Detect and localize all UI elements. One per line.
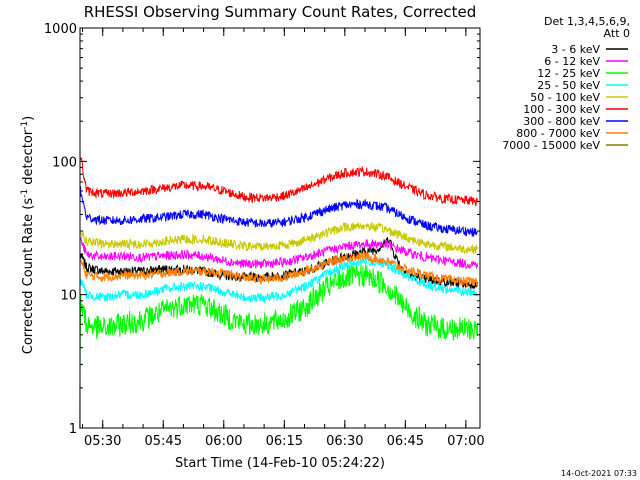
series-line-50-100-kev bbox=[80, 221, 479, 255]
y-tick-label: 1000 bbox=[44, 22, 77, 37]
y-axis-label-end: ) bbox=[21, 116, 36, 121]
chart-title: RHESSI Observing Summary Count Rates, Co… bbox=[84, 3, 477, 21]
series-line-25-50-kev bbox=[80, 256, 479, 304]
legend-label: 3 - 6 keV bbox=[551, 43, 600, 56]
y-axis-label-mid: detector bbox=[21, 129, 36, 189]
legend-label: 6 - 12 keV bbox=[544, 55, 600, 68]
y-axis-label-sup2: -1 bbox=[20, 121, 30, 130]
x-axis-label: Start Time (14-Feb-10 05:24:22) bbox=[175, 456, 385, 471]
x-tick-label: 05:45 bbox=[145, 434, 182, 449]
y-axis: 1 10 100 1000 bbox=[44, 22, 480, 437]
series-line-6-12-kev bbox=[80, 237, 479, 270]
series-line-800-7000-kev bbox=[80, 251, 479, 289]
x-tick-label: 06:00 bbox=[205, 434, 242, 449]
y-axis-label-main: Corrected Count Rate (s bbox=[21, 198, 36, 355]
series-line-300-800-kev bbox=[80, 186, 478, 238]
legend-label: 100 - 300 keV bbox=[523, 103, 600, 116]
x-tick-label: 07:00 bbox=[447, 434, 484, 449]
x-tick-label: 06:15 bbox=[266, 434, 303, 449]
x-tick-label: 06:45 bbox=[387, 434, 424, 449]
x-tick-label: 05:30 bbox=[84, 434, 121, 449]
legend-label: 7000 - 15000 keV bbox=[502, 139, 600, 152]
legend-label: 12 - 25 keV bbox=[537, 67, 600, 80]
footer-timestamp: 14-Oct-2021 07:33 bbox=[561, 469, 637, 478]
legend-label: 800 - 7000 keV bbox=[516, 127, 600, 140]
series-line-100-300-kev bbox=[80, 157, 479, 207]
legend-label: 300 - 800 keV bbox=[523, 115, 600, 128]
plot-frame bbox=[79, 27, 481, 429]
y-axis-label-sup1: -1 bbox=[20, 189, 30, 198]
legend-header-1: Det 1,3,4,5,6,9, bbox=[544, 15, 630, 28]
x-tick-label: 06:30 bbox=[326, 434, 363, 449]
legend-label: 25 - 50 keV bbox=[537, 79, 600, 92]
y-axis-label: Corrected Count Rate (s-1 detector-1) bbox=[20, 116, 36, 354]
y-tick-label: 100 bbox=[52, 155, 77, 170]
x-axis: 05:30 05:45 06:00 06:15 06:30 06:45 07:00 bbox=[82, 28, 485, 449]
legend-label: 50 - 100 keV bbox=[530, 91, 600, 104]
plot-marks bbox=[79, 157, 479, 429]
legend-header-2: Att 0 bbox=[604, 27, 630, 40]
y-tick-label: 10 bbox=[60, 289, 77, 304]
series-line-12-25-kev bbox=[79, 263, 479, 429]
y-tick-label: 1 bbox=[69, 422, 77, 437]
